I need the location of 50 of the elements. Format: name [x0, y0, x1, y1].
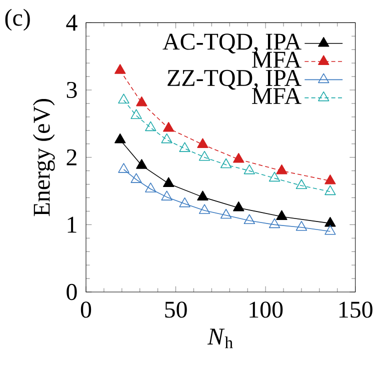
point: [296, 220, 308, 231]
y-tick-label: 0: [66, 284, 77, 300]
point: [161, 133, 172, 144]
x-tick-label: 0: [80, 302, 92, 318]
point: [163, 122, 174, 132]
point: [296, 179, 308, 190]
y-tick-label: 4: [66, 14, 78, 31]
point: [145, 121, 156, 132]
point: [220, 158, 232, 168]
point: [136, 159, 148, 169]
legend-label: MFA: [252, 88, 302, 104]
point: [114, 133, 126, 144]
y-axis-title: Energy (eV): [32, 98, 55, 216]
point: [220, 208, 232, 219]
point: [276, 164, 288, 174]
point: [163, 177, 174, 187]
point: [179, 142, 190, 152]
y-tick-label: 2: [66, 149, 76, 166]
point: [118, 94, 130, 104]
x-tick-label: 100: [250, 302, 283, 318]
point: [130, 109, 142, 119]
point: [114, 64, 126, 74]
point: [197, 138, 208, 148]
point: [244, 214, 255, 224]
point: [198, 204, 210, 214]
point: [233, 152, 244, 163]
point: [136, 96, 148, 106]
point: [197, 190, 208, 200]
y-tick-label: 1: [68, 216, 76, 233]
y-tick-label: 3: [66, 82, 77, 98]
text: (c): [5, 8, 30, 31]
point: [324, 216, 336, 227]
point: [198, 150, 210, 161]
point: [233, 201, 244, 212]
point: [244, 164, 255, 174]
point: [276, 210, 288, 220]
point: [324, 225, 336, 235]
legend-label: MFA: [252, 52, 302, 68]
point: [324, 185, 336, 196]
point: [161, 190, 172, 200]
point: [179, 197, 190, 208]
point: [130, 173, 142, 183]
point: [268, 218, 280, 228]
x-tick-label: 50: [165, 302, 187, 318]
point: [145, 182, 156, 192]
point: [324, 174, 336, 184]
x-axis-title: N$_{h}$: [207, 328, 233, 348]
point: [118, 163, 130, 173]
x-tick-label: 150: [339, 302, 372, 318]
point: [268, 172, 280, 182]
